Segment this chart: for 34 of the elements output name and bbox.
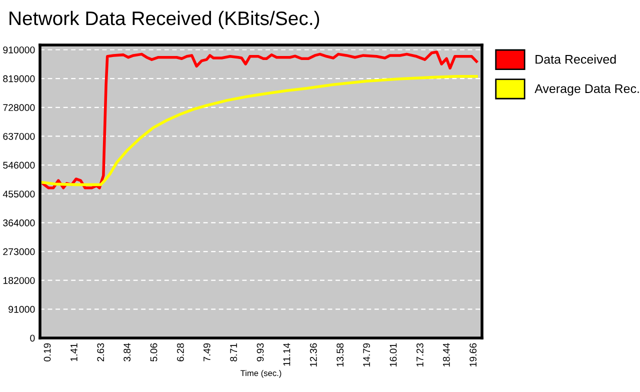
x-tick-label: 11.14	[283, 343, 290, 366]
y-tick-label: 182000	[3, 277, 35, 284]
x-tick-label: 8.71	[230, 343, 238, 362]
y-tick-label: 637000	[3, 132, 35, 140]
chart-title: Network Data Received (KBits/Sec.)	[10, 10, 320, 30]
x-tick-label: 0.19	[44, 343, 51, 362]
y-tick-label: 819000	[3, 75, 35, 82]
legend-label: Data Received	[536, 54, 616, 64]
y-tick-label: 728000	[3, 104, 35, 112]
x-tick-label: 13.58	[336, 343, 344, 366]
x-tick-label: 14.79	[363, 343, 370, 366]
y-tick-label: 364000	[3, 219, 35, 226]
x-tick-label: 3.84	[124, 343, 131, 362]
x-tick-label: 18.44	[442, 343, 450, 366]
legend-label: Average Data Rec.	[534, 84, 639, 96]
x-tick-label: 6.28	[177, 343, 184, 362]
x-axis-title: Time (sec.)	[240, 370, 282, 378]
line-series	[40, 74, 478, 186]
x-tick-label: 12.36	[310, 343, 317, 366]
x-tick-label: 2.63	[97, 343, 104, 362]
line-series	[42, 50, 478, 190]
x-tick-label: 19.66	[470, 343, 477, 366]
x-tick-label: 1.41	[70, 343, 78, 362]
x-tick-label: 16.01	[390, 343, 397, 366]
x-tick-label: 17.23	[416, 343, 424, 366]
y-tick-label: 910000	[3, 46, 35, 54]
y-tick-label: 455000	[2, 190, 35, 198]
x-tick-label: 7.49	[203, 343, 210, 362]
y-tick-label: 0	[30, 334, 35, 342]
y-tick-label: 91000	[8, 306, 35, 313]
y-tick-label: 273000	[3, 248, 35, 256]
x-tick-label: 9.93	[256, 343, 264, 362]
x-tick-label: 5.06	[150, 343, 158, 362]
y-tick-label: 546000	[3, 162, 35, 169]
